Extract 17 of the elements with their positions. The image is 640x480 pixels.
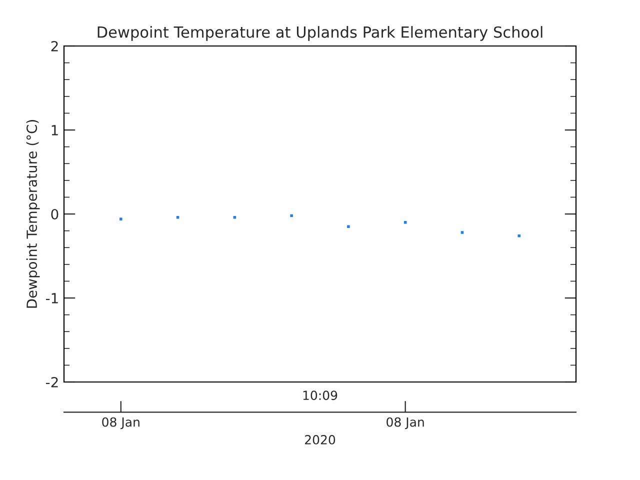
point	[120, 218, 122, 220]
point	[290, 214, 293, 218]
x-axis-title: 2020	[305, 434, 336, 444]
y-axis-title: Dewpoint Temperature (°C)	[26, 120, 40, 308]
y-tick-label: 2	[51, 40, 58, 52]
y-tick-label: -1	[46, 293, 58, 304]
y-tick-label: 0	[51, 208, 58, 220]
point	[460, 231, 464, 234]
x-tick-label: 08 Jan	[102, 417, 140, 430]
chart-title: Dewpoint Temperature at Uplands Park Elementary School	[98, 26, 542, 41]
point	[518, 234, 520, 238]
point	[347, 225, 350, 228]
text: 10:09	[303, 390, 338, 400]
y-tick-label: 1	[52, 125, 58, 136]
y-tick-label: -2	[46, 376, 58, 388]
point	[404, 221, 407, 224]
x-tick-label: 08 Jan	[386, 417, 424, 430]
